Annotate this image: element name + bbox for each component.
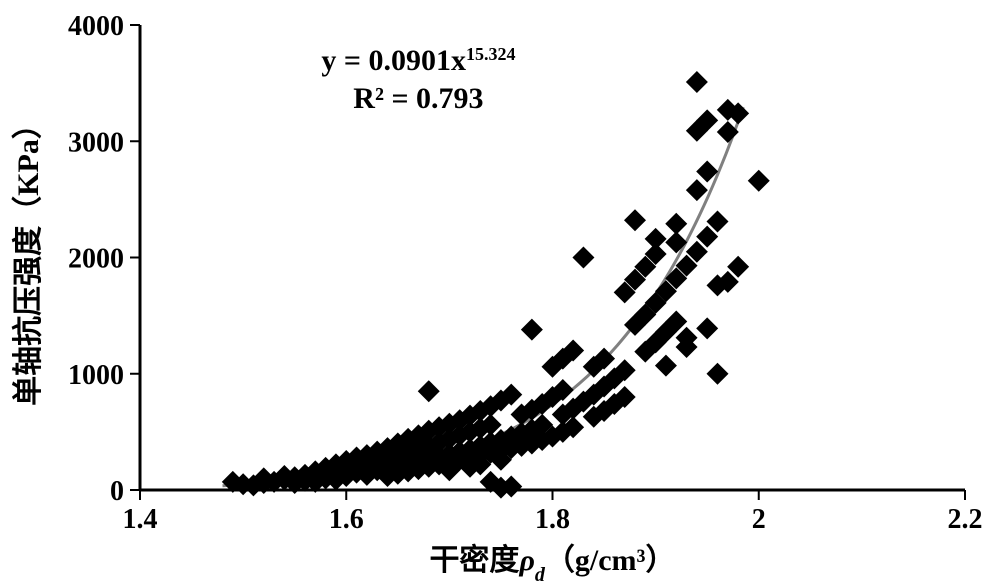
equation-line1: y = 0.0901x15.324 [321, 44, 515, 77]
data-point [748, 170, 770, 192]
y-tick-label: 2000 [68, 244, 124, 275]
x-axis-title: 干密度ρd（g/cm³） [429, 543, 675, 583]
equation-line2: R² = 0.793 [353, 82, 483, 115]
x-tick-label: 2.2 [948, 504, 983, 535]
x-tick-label: 1.6 [329, 504, 364, 535]
data-point [624, 209, 646, 231]
data-point [418, 380, 440, 402]
data-point [696, 317, 718, 339]
data-point [707, 363, 729, 385]
x-tick-label: 1.4 [123, 504, 158, 535]
data-point [717, 121, 739, 143]
data-point [665, 231, 687, 253]
data-point [572, 247, 594, 269]
data-point [686, 179, 708, 201]
y-tick-label: 4000 [68, 11, 124, 42]
y-tick-label: 1000 [68, 360, 124, 391]
x-tick-label: 1.8 [535, 504, 570, 535]
y-tick-label: 3000 [68, 127, 124, 158]
x-tick-label: 2 [752, 504, 766, 535]
data-point [655, 355, 677, 377]
data-point [686, 71, 708, 93]
data-point [521, 319, 543, 341]
y-axis-title: 单轴抗压强度（KPa） [11, 109, 45, 406]
scatter-chart: 1.4 1.6 1.8 2 2.2 0 1000 2000 3000 4000 单轴抗压强度（KPa… [0, 0, 1000, 583]
y-tick-label: 0 [110, 476, 124, 507]
data-point [645, 228, 667, 250]
